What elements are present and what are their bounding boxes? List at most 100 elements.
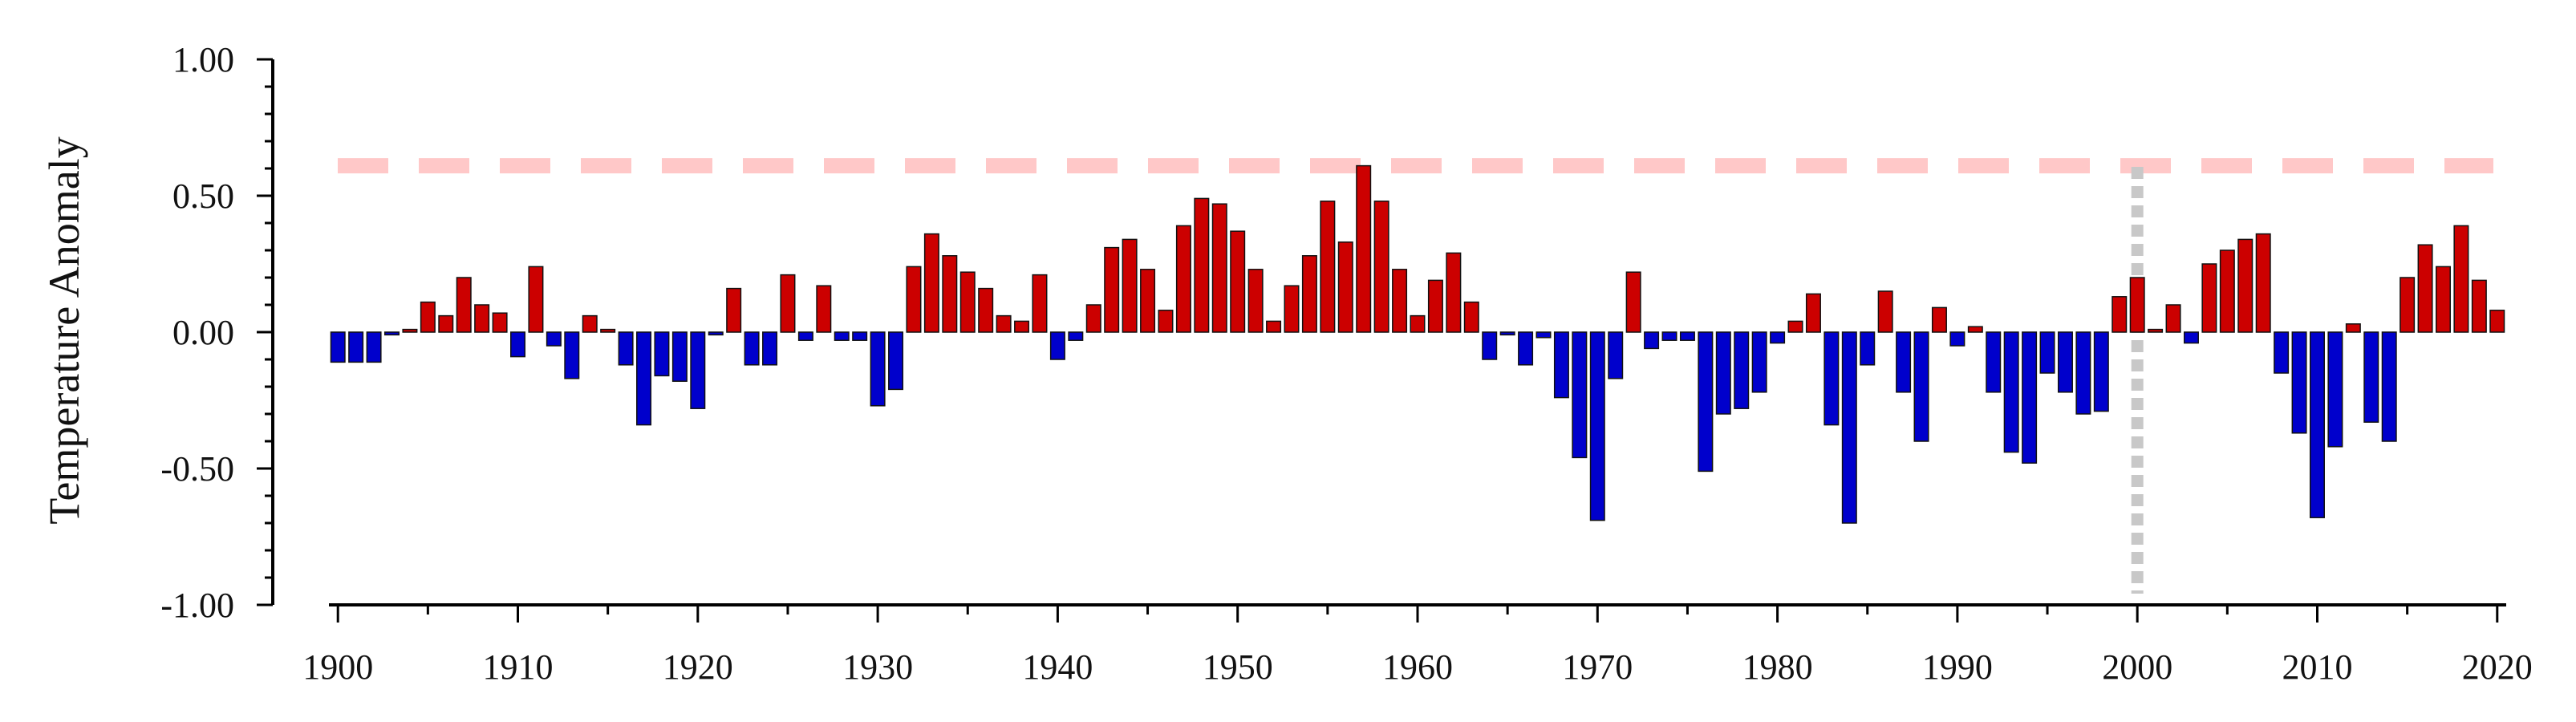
bar-1985 (1860, 331, 1876, 366)
x-tick-label: 1940 (1022, 647, 1093, 687)
bar-1919 (671, 331, 688, 382)
bar-1998 (2093, 331, 2109, 412)
bar-1950 (1230, 230, 1246, 333)
bar-1934 (942, 255, 958, 333)
bar-2018 (2453, 225, 2469, 333)
bar-2016 (2417, 244, 2433, 333)
bar-1936 (978, 287, 994, 333)
bar-1953 (1284, 285, 1300, 333)
bar-1997 (2075, 331, 2091, 415)
bar-1909 (492, 312, 508, 333)
bar-1966 (1518, 331, 1534, 366)
bar-1996 (2057, 331, 2073, 393)
bar-2011 (2327, 331, 2343, 448)
bar-1902 (366, 331, 382, 363)
bar-1903 (384, 331, 400, 336)
bar-1932 (906, 266, 922, 333)
bar-1969 (1572, 331, 1588, 459)
bar-1989 (1931, 306, 1947, 333)
bar-2010 (2309, 331, 2325, 518)
x-tick-label: 1950 (1203, 647, 1273, 687)
bar-1991 (1967, 326, 1983, 333)
bar-1992 (1986, 331, 2002, 393)
bar-1978 (1734, 331, 1750, 409)
bar-1920 (690, 331, 706, 409)
bar-1935 (959, 271, 976, 333)
bar-1982 (1805, 293, 1821, 333)
bar-2004 (2201, 263, 2217, 333)
bar-1983 (1823, 331, 1840, 426)
y-tick-label: -0.50 (160, 449, 234, 489)
bar-1972 (1625, 271, 1641, 333)
bar-2005 (2219, 249, 2235, 333)
bar-1949 (1211, 203, 1227, 333)
bar-2006 (2237, 238, 2253, 333)
bar-1929 (852, 331, 868, 341)
x-tick-label: 1910 (483, 647, 554, 687)
bar-1944 (1122, 238, 1138, 333)
bar-1954 (1301, 255, 1317, 333)
bar-1956 (1337, 241, 1353, 333)
y-tick-label: -1.00 (160, 586, 234, 625)
axes: -1.00 -0.50 0.00 0.50 1.00 1900 1910 1920 1930 19… (160, 40, 2532, 687)
bar-1900 (330, 331, 346, 363)
bar-1901 (348, 331, 364, 363)
bar-1940 (1049, 331, 1065, 360)
x-tick-label: 1900 (302, 647, 373, 687)
bar-1917 (636, 331, 652, 426)
bar-1938 (1014, 320, 1030, 333)
bar-1924 (762, 331, 778, 366)
reference-lines (338, 158, 2493, 594)
bar-1965 (1499, 331, 1515, 336)
bar-1923 (744, 331, 760, 366)
bar-1951 (1247, 269, 1264, 333)
bar-2017 (2435, 266, 2451, 333)
bar-1905 (420, 301, 436, 333)
bar-1912 (546, 331, 562, 347)
bar-1970 (1589, 331, 1605, 521)
y-tick-label: 0.00 (172, 313, 234, 352)
bar-1994 (2022, 331, 2038, 464)
bar-1990 (1949, 331, 1965, 347)
bar-2009 (2291, 331, 2307, 434)
bar-1915 (600, 328, 616, 333)
x-tick-label: 1930 (842, 647, 913, 687)
x-tick-label: 1990 (1922, 647, 1993, 687)
bar-1980 (1770, 331, 1786, 344)
x-tick-label: 1970 (1562, 647, 1633, 687)
bar-1927 (816, 285, 832, 333)
y-axis-label: Temperature Anomaly (40, 136, 88, 525)
bar-1904 (402, 328, 418, 333)
bar-1926 (797, 331, 813, 341)
bar-1931 (888, 331, 904, 391)
bar-1921 (708, 331, 724, 336)
bar-1976 (1698, 331, 1714, 473)
bar-1955 (1320, 201, 1336, 333)
bar-1928 (834, 331, 850, 341)
bar-1947 (1175, 225, 1191, 333)
bar-1946 (1158, 310, 1174, 333)
bar-1945 (1140, 269, 1156, 333)
bar-2019 (2471, 279, 2487, 333)
bar-2014 (2381, 331, 2397, 442)
x-tick-label: 2010 (2282, 647, 2352, 687)
bar-1913 (564, 331, 580, 379)
bar-2012 (2345, 323, 2361, 333)
bar-1910 (510, 331, 526, 358)
bar-1911 (528, 266, 544, 333)
bar-1933 (923, 233, 939, 333)
bar-1957 (1356, 164, 1372, 333)
bar-1937 (996, 314, 1012, 333)
bar-1959 (1392, 269, 1408, 333)
bar-1977 (1715, 331, 1731, 415)
bar-1988 (1913, 331, 1929, 442)
x-tick-label: 1980 (1742, 647, 1813, 687)
bar-1999 (2112, 296, 2128, 333)
x-tick-label: 2020 (2462, 647, 2533, 687)
bar-1971 (1608, 331, 1624, 379)
bar-1948 (1194, 197, 1210, 333)
bar-1942 (1085, 304, 1101, 333)
bar-1952 (1266, 320, 1282, 333)
bar-1986 (1877, 290, 1893, 333)
